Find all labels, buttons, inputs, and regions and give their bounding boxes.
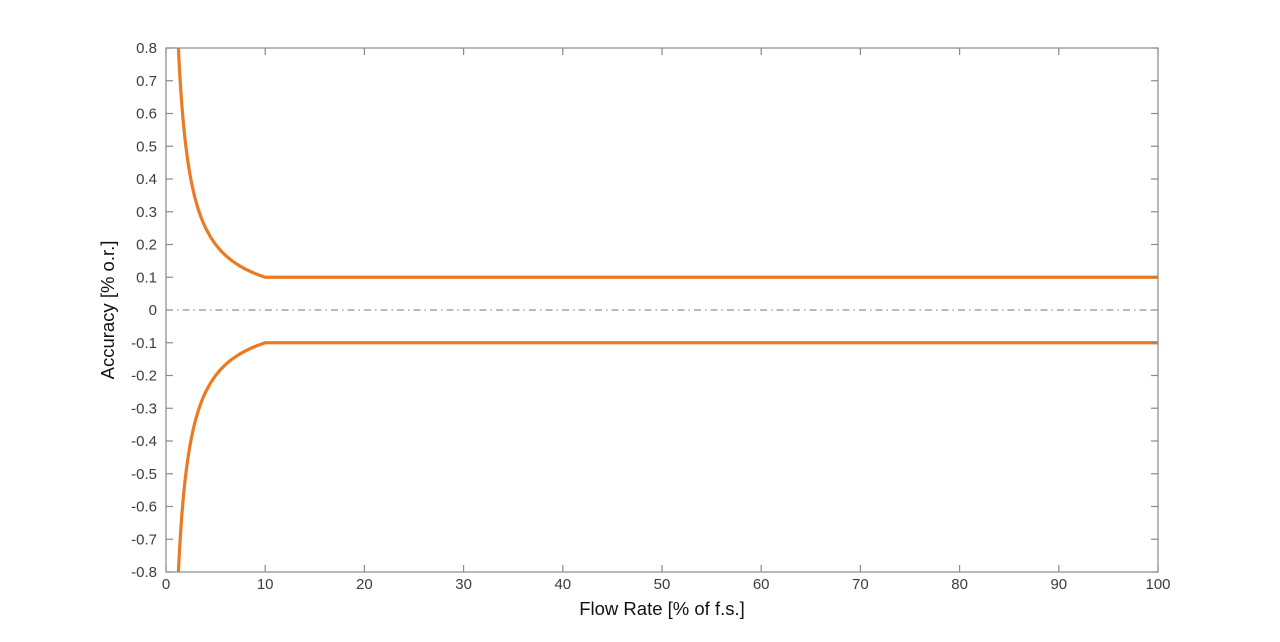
x-tick-label: 10 (257, 576, 274, 593)
y-tick-label: -0.1 (131, 335, 157, 352)
y-tick-label: -0.2 (131, 368, 157, 385)
y-tick-label: 0 (149, 302, 157, 319)
y-tick-label: 0.6 (136, 106, 157, 123)
y-tick-label: -0.5 (131, 466, 157, 483)
y-tick-label: -0.4 (131, 433, 157, 450)
y-tick-label: 0.1 (136, 269, 157, 286)
x-tick-label: 50 (654, 576, 671, 593)
x-tick-label: 40 (554, 576, 571, 593)
y-tick-label: 0.8 (136, 40, 157, 57)
y-tick-label: 0.7 (136, 73, 157, 90)
y-tick-label: 0.5 (136, 138, 157, 155)
x-axis-label: Flow Rate [% of f.s.] (579, 598, 745, 619)
series-lower-accuracy-limit (176, 341, 1158, 573)
y-tick-label: 0.3 (136, 204, 157, 221)
y-tick-label: -0.7 (131, 531, 157, 548)
y-tick-label: -0.3 (131, 400, 157, 417)
series-upper-accuracy-limit (176, 47, 1158, 279)
x-tick-label: 30 (455, 576, 472, 593)
x-tick-label: 20 (356, 576, 373, 593)
y-tick-label: -0.6 (131, 499, 157, 516)
x-tick-label: 80 (951, 576, 968, 593)
x-tick-label: 0 (162, 576, 170, 593)
y-tick-label: 0.2 (136, 237, 157, 254)
x-tick-label: 90 (1050, 576, 1067, 593)
x-tick-label: 70 (852, 576, 869, 593)
x-tick-label: 100 (1145, 576, 1170, 593)
y-axis-label: Accuracy [% o.r.] (97, 240, 118, 380)
y-tick-label: -0.8 (131, 564, 157, 581)
x-tick-label: 60 (753, 576, 770, 593)
y-tick-label: 0.4 (136, 171, 157, 188)
